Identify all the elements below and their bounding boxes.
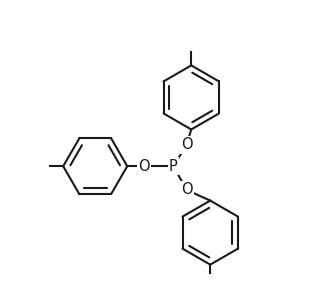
Text: P: P xyxy=(169,159,178,174)
Text: O: O xyxy=(138,159,150,174)
Text: O: O xyxy=(181,182,192,197)
Text: O: O xyxy=(181,137,192,152)
